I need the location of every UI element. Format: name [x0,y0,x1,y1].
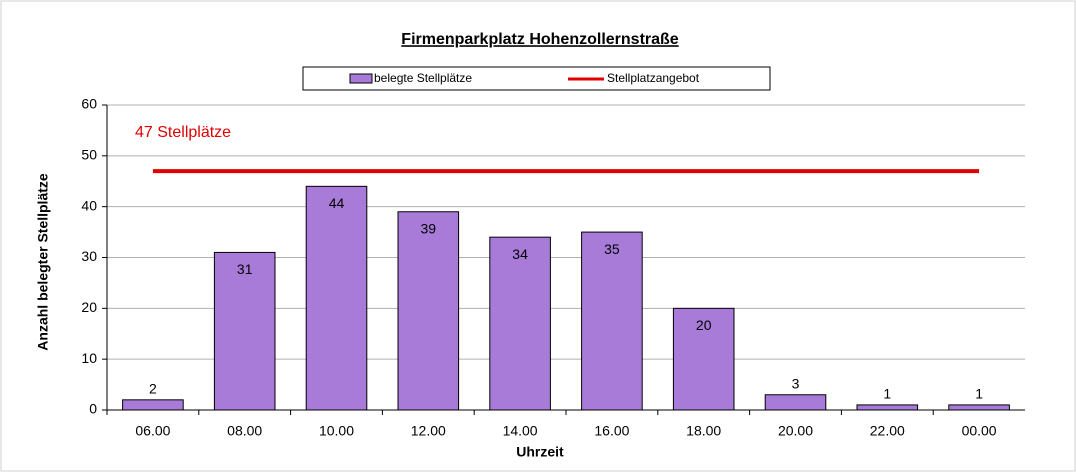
x-tick-label: 00.00 [962,423,997,439]
y-axis-label: Anzahl belegter Stellplätze [35,173,51,351]
y-tick-label: 50 [81,147,97,163]
data-label: 39 [421,220,437,236]
x-tick-label: 06.00 [135,423,170,439]
y-tick-label: 20 [81,299,97,315]
data-label: 31 [237,261,253,277]
legend-box [302,66,771,91]
data-label: 34 [512,246,528,262]
x-tick-label: 20.00 [778,423,813,439]
x-axis-label: Uhrzeit [516,444,564,460]
bar [672,307,735,411]
bar [489,236,551,411]
data-label: 20 [696,317,712,333]
y-tick-label: 30 [81,248,97,264]
y-tick-label: 0 [89,401,97,417]
x-tick-label: 14.00 [503,423,538,439]
x-tick-label: 16.00 [594,423,629,439]
x-tick-label: 10.00 [319,423,354,439]
legend-swatch [349,73,373,84]
x-tick-label: 18.00 [686,423,721,439]
y-tick-label: 60 [81,96,97,112]
bar [305,185,368,411]
legend-label: Stellplatzangebot [607,71,700,85]
data-label: 1 [883,386,891,402]
data-label: 1 [975,386,983,402]
data-label: 44 [329,195,345,211]
bar [948,404,1010,411]
data-label: 2 [149,381,157,397]
x-tick-label: 12.00 [411,423,446,439]
bar [581,231,643,411]
x-tick-label: 08.00 [227,423,262,439]
y-tick-label: 40 [81,197,97,213]
bar [213,251,276,411]
legend-label: belegte Stellplätze [374,71,472,85]
annotation: 47 Stellplätze [135,124,231,141]
data-label: 3 [792,375,800,391]
chart-title: Firmenparkplatz Hohenzollernstraße [401,31,678,48]
x-tick-label: 22.00 [870,423,905,439]
bar [856,404,919,411]
y-tick-label: 10 [81,350,97,366]
bar [122,399,184,411]
bar [764,394,827,411]
bar [397,211,460,411]
data-label: 35 [604,241,620,257]
